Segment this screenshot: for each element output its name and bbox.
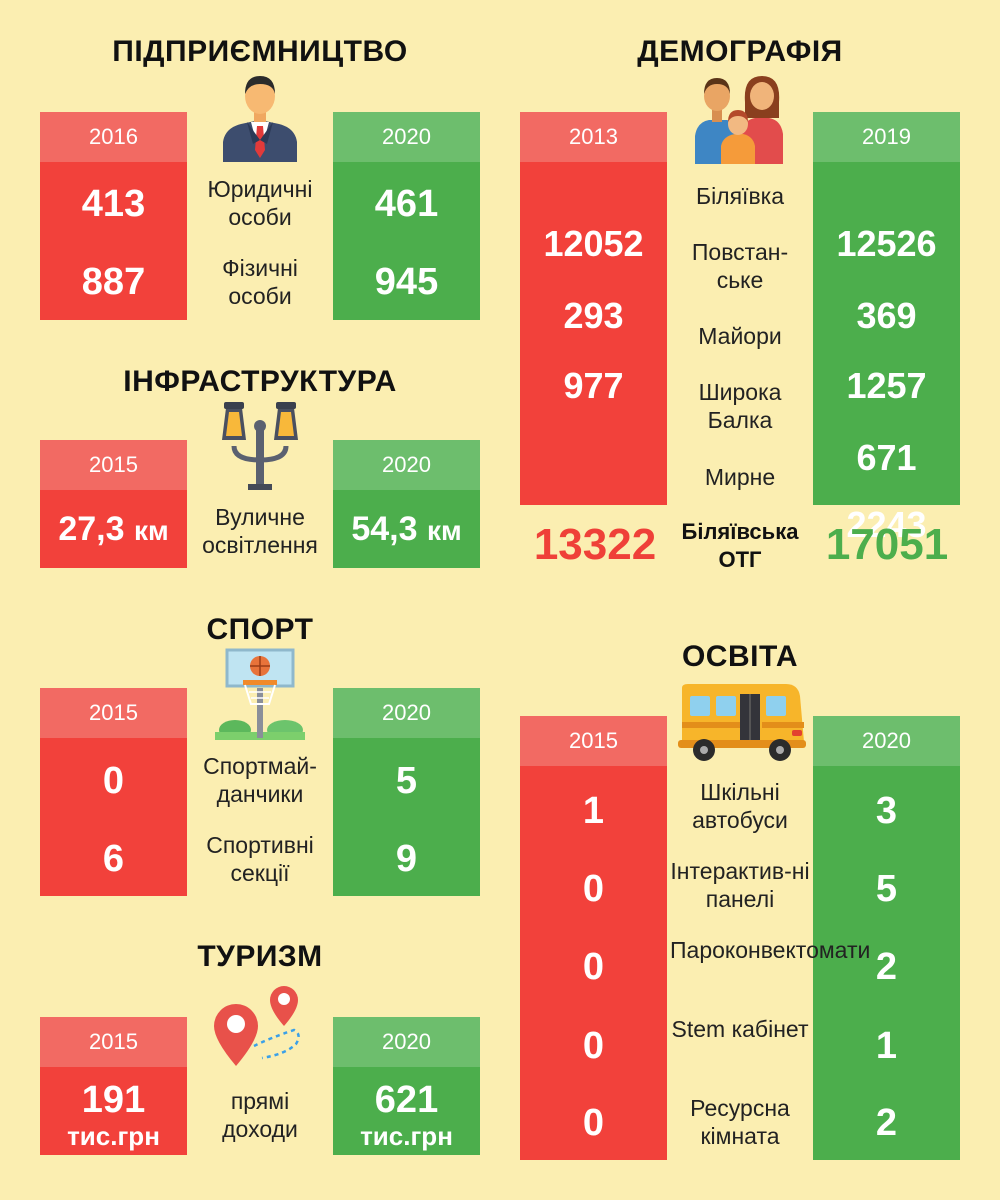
value-street-lighting-2015: 27,3 км	[58, 510, 169, 548]
label-total-community: Біляївська ОТГ	[681, 519, 799, 572]
label-street-lighting: Вуличне освітлення	[202, 504, 318, 558]
value-sports-sections-2015: 6	[102, 838, 125, 880]
label-maiory: Майори	[698, 323, 782, 349]
value-direct-income-2015: 191	[81, 1079, 146, 1121]
value-biliaivka-2013: 12052	[543, 223, 644, 264]
value-stem-room-2015: 0	[582, 1025, 605, 1067]
value-sports-sections-2020: 9	[395, 838, 418, 880]
value-direct-income-2020: 621	[374, 1079, 439, 1121]
infrastructure-left-column: 2015 27,3 км	[40, 440, 187, 568]
tourism-left-column: 2015 191 тис.грн	[40, 1017, 187, 1155]
value-povstanske-2019: 369	[856, 295, 917, 336]
label-sports-sections: Спортивні секції	[206, 832, 314, 886]
label-school-buses: Шкільні автобуси	[692, 779, 788, 833]
entrepreneurship-right-column: 2020 461 945	[333, 112, 480, 320]
value-total-2019: 17051	[825, 520, 949, 569]
value-individuals-2020: 945	[374, 261, 439, 303]
sport-right-column: 2020 5 9	[333, 688, 480, 896]
year-label: 2015	[520, 716, 667, 766]
school-bus-icon	[676, 682, 808, 769]
year-label: 2020	[813, 716, 960, 766]
sport-title: СПОРТ	[206, 613, 314, 646]
education-title: ОСВІТА	[681, 640, 799, 673]
sport-left-column: 2015 0 6	[40, 688, 187, 896]
year-label: 2020	[333, 1017, 480, 1067]
demography-right-column: 2019 12526 369 1257 671 2243	[813, 112, 960, 543]
value-shyroka-balka-2019: 671	[856, 437, 917, 478]
unit-direct-income-2015: тис.грн	[67, 1121, 160, 1151]
label-individuals: Фізичні особи	[222, 255, 298, 309]
value-maiory-2019: 1257	[846, 365, 927, 406]
year-label: 2020	[333, 112, 480, 162]
value-maiory-2013: 977	[563, 365, 624, 406]
year-label: 2015	[40, 440, 187, 490]
label-legal-entities: Юридичні особи	[207, 176, 313, 230]
year-label: 2013	[520, 112, 667, 162]
label-combi-ovens: Пароконвектомати	[670, 937, 871, 963]
year-label: 2015	[40, 1017, 187, 1067]
label-povstanske: Повстан-ське	[691, 239, 789, 293]
tourism-right-column: 2020 621 тис.грн	[333, 1017, 480, 1155]
value-povstanske-2013: 293	[563, 295, 624, 336]
label-stem-room: Stem кабінет	[671, 1016, 809, 1042]
value-total-2013: 13322	[533, 520, 657, 569]
value-resource-room-2015: 0	[582, 1102, 605, 1144]
basketball-hoop-icon	[215, 648, 305, 745]
family-icon	[695, 72, 785, 169]
value-resource-room-2020: 2	[875, 1102, 898, 1144]
value-school-buses-2020: 3	[875, 790, 898, 832]
value-individuals-2016: 887	[81, 261, 146, 303]
demography-title: ДЕМОГРАФІЯ	[637, 35, 843, 68]
value-biliaivka-2019: 12526	[836, 223, 937, 264]
value-stem-room-2020: 1	[875, 1025, 898, 1067]
value-sports-grounds-2020: 5	[395, 760, 418, 802]
label-myrne: Мирне	[704, 464, 776, 490]
unit-direct-income-2020: тис.грн	[360, 1121, 453, 1151]
value-interactive-panels-2015: 0	[582, 868, 605, 910]
label-resource-room: Ресурсна кімната	[690, 1095, 790, 1149]
map-pins-route-icon	[210, 978, 310, 1075]
value-myrne-2019: 2243	[846, 504, 927, 545]
value-legal-entities-2016: 413	[81, 183, 146, 225]
label-direct-income: прямі доходи	[222, 1088, 298, 1142]
tourism-title: ТУРИЗМ	[197, 940, 323, 973]
businessman-icon	[217, 70, 303, 167]
year-label: 2020	[333, 440, 480, 490]
value-school-buses-2015: 1	[582, 790, 605, 832]
value-combi-ovens-2015: 0	[582, 946, 605, 988]
year-label: 2020	[333, 688, 480, 738]
entrepreneurship-left-column: 2016 413 887	[40, 112, 187, 320]
label-biliaivka: Біляївка	[695, 183, 785, 209]
year-label: 2019	[813, 112, 960, 162]
street-lamp-icon	[220, 400, 300, 497]
infrastructure-right-column: 2020 54,3 км	[333, 440, 480, 568]
value-sports-grounds-2015: 0	[102, 760, 125, 802]
label-sports-grounds: Спортмай-данчики	[203, 753, 317, 807]
education-right-column: 2020 3 5 2 1 2	[813, 716, 960, 1160]
label-shyroka-balka: Широка Балка	[698, 379, 782, 433]
demography-left-column: 2013 12052 293 977	[520, 112, 667, 505]
value-legal-entities-2020: 461	[374, 183, 439, 225]
infrastructure-title: ІНФРАСТРУКТУРА	[123, 365, 397, 398]
education-left-column: 2015 1 0 0 0 0	[520, 716, 667, 1160]
year-label: 2015	[40, 688, 187, 738]
entrepreneurship-title: ПІДПРИЄМНИЦТВО	[112, 35, 408, 68]
year-label: 2016	[40, 112, 187, 162]
value-combi-ovens-2020: 2	[875, 946, 898, 988]
label-interactive-panels: Інтерактив-ні панелі	[670, 858, 810, 912]
value-interactive-panels-2020: 5	[875, 868, 898, 910]
value-street-lighting-2020: 54,3 км	[351, 510, 462, 548]
